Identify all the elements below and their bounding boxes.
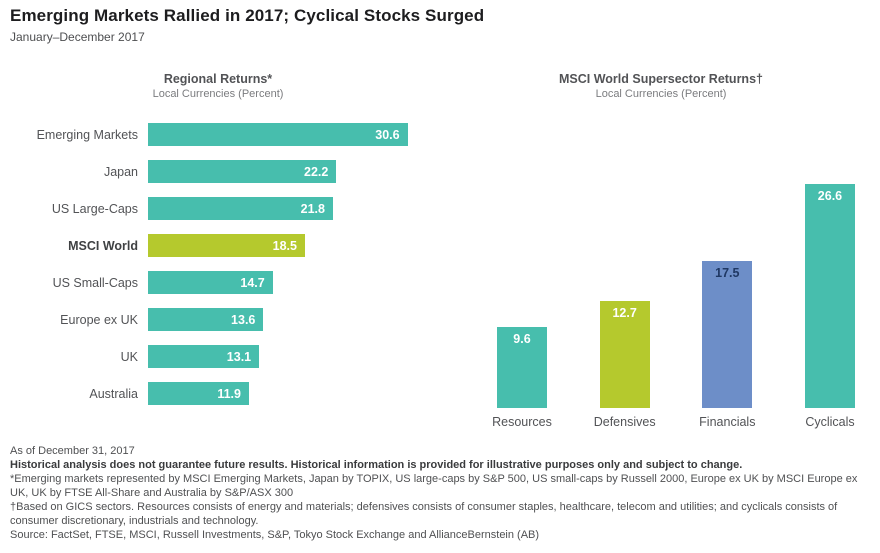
regional-category-label: Europe ex UK xyxy=(60,312,138,327)
footnote-line: Source: FactSet, FTSE, MSCI, Russell Inv… xyxy=(10,529,540,541)
regional-chart-subtitle: Local Currencies (Percent) xyxy=(152,88,284,100)
supersector-bar: 26.6 xyxy=(804,183,855,408)
supersector-category-label: Cyclicals xyxy=(805,415,855,429)
regional-category-label: MSCI World xyxy=(68,238,138,253)
regional-bar-track: 18.5 xyxy=(148,234,428,257)
chart-header: Emerging Markets Rallied in 2017; Cyclic… xyxy=(10,6,484,44)
regional-bar-track: 14.7 xyxy=(148,271,428,294)
page-subtitle: January–December 2017 xyxy=(10,30,145,44)
supersector-bar: 17.5 xyxy=(702,260,753,408)
footnote-line: Historical analysis does not guarantee f… xyxy=(10,459,743,471)
regional-bar: 22.2 xyxy=(148,160,337,183)
regional-bar-track: 13.1 xyxy=(148,345,428,368)
regional-bar: 21.8 xyxy=(148,197,333,220)
page-title: Emerging Markets Rallied in 2017; Cyclic… xyxy=(10,6,485,25)
regional-category-label: US Large-Caps xyxy=(51,201,138,216)
regional-category-label: US Small-Caps xyxy=(52,275,138,290)
footnote-line: †Based on GICS sectors. Resources consis… xyxy=(10,501,838,527)
regional-category-label: Japan xyxy=(103,164,138,179)
regional-category-label: Australia xyxy=(89,386,138,401)
regional-bar-row: Emerging Markets 30.6 xyxy=(8,116,428,153)
regional-returns-chart: Regional Returns* Local Currencies (Perc… xyxy=(8,72,428,412)
regional-bar-row: Japan 22.2 xyxy=(8,153,428,190)
regional-bar-row: UK 13.1 xyxy=(8,338,428,375)
footnote-line: *Emerging markets represented by MSCI Em… xyxy=(10,473,858,499)
supersector-category-label: Financials xyxy=(699,415,756,429)
supersector-column: 17.5 Financials xyxy=(699,172,755,429)
regional-bar-track: 21.8 xyxy=(148,197,428,220)
regional-bars: Emerging Markets 30.6 Japan 22.2 US Large-Ca… xyxy=(8,116,428,412)
regional-bar: 30.6 xyxy=(148,123,408,146)
supersector-chart-title: MSCI World Supersector Returns† xyxy=(559,72,763,86)
regional-bar-track: 22.2 xyxy=(148,160,428,183)
supersector-bar: 9.6 xyxy=(497,327,547,408)
regional-bar-track: 11.9 xyxy=(148,382,428,405)
supersector-bar: 12.7 xyxy=(599,300,650,408)
supersector-bars: 9.6 Resources 12.7 Defensives 17.5 Financials… xyxy=(492,172,855,429)
supersector-column: 26.6 Cyclicals xyxy=(804,172,855,429)
regional-bar-row: MSCI World 18.5 xyxy=(8,227,428,264)
regional-bar-value: 11.9 xyxy=(217,386,241,401)
regional-bar-value: 18.5 xyxy=(272,238,297,253)
regional-bar-value: 13.6 xyxy=(231,312,256,327)
regional-bar-value: 14.7 xyxy=(240,275,265,290)
regional-bar-row: US Small-Caps 14.7 xyxy=(8,264,428,301)
supersector-returns-chart: MSCI World Supersector Returns† Local Cu… xyxy=(450,72,872,452)
regional-bar-value: 21.8 xyxy=(300,201,325,216)
supersector-bar-value: 9.6 xyxy=(513,332,531,347)
supersector-bar-value: 26.6 xyxy=(817,188,843,203)
footnote-line: As of December 31, 2017 xyxy=(10,445,135,457)
regional-bar-row: Europe ex UK 13.6 xyxy=(8,301,428,338)
supersector-category-label: Resources xyxy=(492,415,552,429)
supersector-bar-value: 12.7 xyxy=(612,305,637,320)
regional-bar-row: Australia 11.9 xyxy=(8,375,428,412)
regional-bar-row: US Large-Caps 21.8 xyxy=(8,190,428,227)
supersector-column: 9.6 Resources xyxy=(492,172,552,429)
regional-bar-value: 22.2 xyxy=(304,164,329,179)
footnotes: As of December 31, 2017 Historical analys… xyxy=(10,444,872,542)
regional-category-label: Emerging Markets xyxy=(36,127,138,142)
regional-bar: 13.1 xyxy=(148,345,260,368)
regional-bar-value: 30.6 xyxy=(375,127,400,142)
regional-category-label: UK xyxy=(120,349,138,364)
regional-bar: 18.5 xyxy=(148,234,305,257)
regional-bar: 14.7 xyxy=(148,271,273,294)
supersector-chart-subtitle: Local Currencies (Percent) xyxy=(595,88,727,100)
regional-bar-track: 13.6 xyxy=(148,308,428,331)
supersector-column: 12.7 Defensives xyxy=(594,172,656,429)
regional-bar-track: 30.6 xyxy=(148,123,428,146)
regional-bar-value: 13.1 xyxy=(226,349,252,364)
supersector-bar-value: 17.5 xyxy=(715,265,740,280)
regional-chart-title: Regional Returns* xyxy=(163,72,273,86)
regional-bar: 11.9 xyxy=(148,382,249,405)
supersector-category-label: Defensives xyxy=(593,415,656,429)
regional-bar: 13.6 xyxy=(148,308,264,331)
